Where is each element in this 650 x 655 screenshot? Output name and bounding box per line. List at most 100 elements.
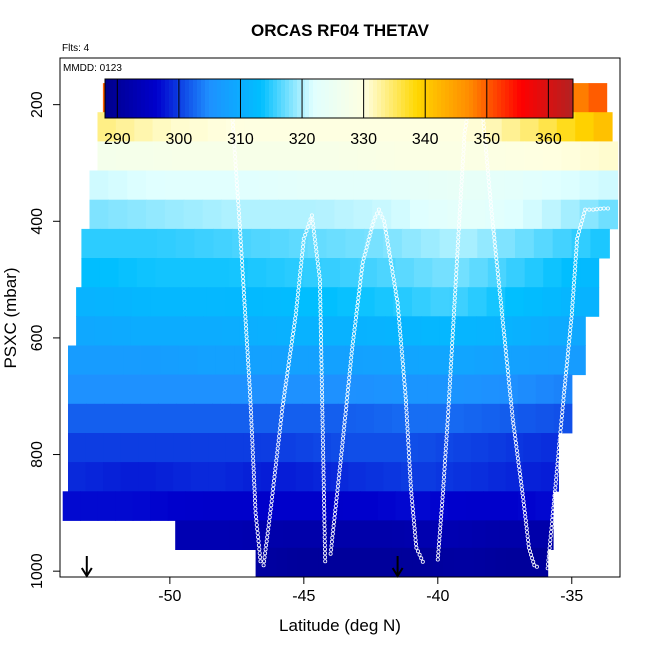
heatmap-cell <box>529 345 549 376</box>
profile-point <box>525 530 530 535</box>
profile-point <box>487 184 492 189</box>
heatmap-cell <box>278 433 297 463</box>
profile-point <box>316 265 321 270</box>
heatmap-cell <box>237 491 256 521</box>
profile-point <box>240 270 245 275</box>
heatmap-cell <box>315 170 336 201</box>
profile-point <box>449 349 454 354</box>
profile-point <box>436 542 441 547</box>
profile-point <box>560 406 565 411</box>
profile-point <box>559 414 564 419</box>
profile-point <box>301 236 306 241</box>
profile-point <box>565 355 570 360</box>
heatmap-cell <box>350 520 365 550</box>
profile-point <box>311 229 316 234</box>
heatmap-cell <box>115 491 134 521</box>
profile-point <box>557 441 562 446</box>
heatmap-cell <box>365 462 384 492</box>
heatmap-cell <box>348 433 367 463</box>
profile-point <box>493 247 498 252</box>
heatmap-cell <box>164 170 185 201</box>
profile-point <box>237 215 242 220</box>
profile-point <box>482 136 487 141</box>
profile-point <box>397 325 402 330</box>
profile-point <box>331 523 336 528</box>
profile-point <box>583 207 588 212</box>
profile-point <box>319 354 324 359</box>
profile-point <box>387 250 392 255</box>
profile-point <box>440 491 445 496</box>
heatmap-cell <box>164 199 185 230</box>
heatmap-cell <box>526 547 538 578</box>
colorbar-swatch <box>365 79 370 118</box>
profile-point <box>296 288 301 293</box>
profile-point <box>509 409 514 414</box>
profile-point <box>445 418 450 423</box>
heatmap-cell <box>115 112 135 142</box>
profile-point <box>397 321 402 326</box>
profile-point <box>309 213 314 218</box>
heatmap-cell <box>385 316 404 346</box>
profile-point <box>245 358 250 363</box>
colorbar-tick-label: 320 <box>289 131 316 148</box>
heatmap-cell <box>185 316 204 346</box>
colorbar-swatch <box>445 79 450 118</box>
profile-point <box>462 135 467 140</box>
colorbar-swatch <box>393 79 398 118</box>
profile-point <box>391 277 396 282</box>
profile-point <box>546 554 551 559</box>
heatmap-cell <box>229 258 249 288</box>
profile-point <box>297 276 302 281</box>
profile-point <box>452 300 457 305</box>
profile-point <box>516 464 521 469</box>
colorbar-swatch <box>481 79 486 118</box>
profile-point <box>461 151 466 156</box>
heatmap-cell <box>410 199 430 230</box>
profile-point <box>562 390 567 395</box>
profile-point <box>504 352 509 357</box>
profile-point <box>412 522 417 527</box>
colorbar-tick-label: 330 <box>350 131 377 148</box>
profile-point <box>490 219 495 224</box>
heatmap-cell <box>264 141 284 171</box>
profile-point <box>385 238 390 243</box>
heatmap-cell <box>401 547 413 578</box>
profile-point <box>405 430 410 435</box>
profile-point <box>441 479 446 484</box>
heatmap-cell <box>156 228 177 259</box>
heatmap-cell <box>127 199 147 230</box>
profile-point <box>552 493 557 498</box>
profile-point <box>498 296 503 301</box>
profile-point <box>458 191 463 196</box>
profile-point <box>524 522 529 527</box>
profile-point <box>276 438 281 443</box>
heatmap-cell <box>86 403 105 434</box>
heatmap-cell <box>175 228 196 259</box>
profile-point <box>321 478 326 483</box>
profile-point <box>463 124 468 129</box>
profile-point <box>496 280 501 285</box>
colorbar-swatch <box>509 79 514 118</box>
profile-point <box>353 319 358 324</box>
profile-point <box>346 379 351 384</box>
profile-point <box>525 534 530 539</box>
profile-point <box>298 268 303 273</box>
heatmap-cell <box>116 141 136 171</box>
heatmap-cell <box>537 547 549 578</box>
colorbar-swatch <box>249 79 254 118</box>
heatmap-cell <box>391 170 411 201</box>
heatmap-cell <box>247 374 267 405</box>
profile-point <box>483 144 488 149</box>
heatmap-cell <box>295 433 314 463</box>
profile-point <box>352 327 357 332</box>
profile-point <box>320 410 325 415</box>
heatmap-cell <box>453 547 465 578</box>
heatmap-cell <box>120 462 139 492</box>
colorbar-swatch <box>409 79 414 118</box>
heatmap-cell <box>377 491 396 521</box>
profile-point <box>412 530 417 535</box>
colorbar-swatch <box>381 79 386 118</box>
profile-point <box>452 292 457 297</box>
heatmap-cell <box>105 345 125 376</box>
